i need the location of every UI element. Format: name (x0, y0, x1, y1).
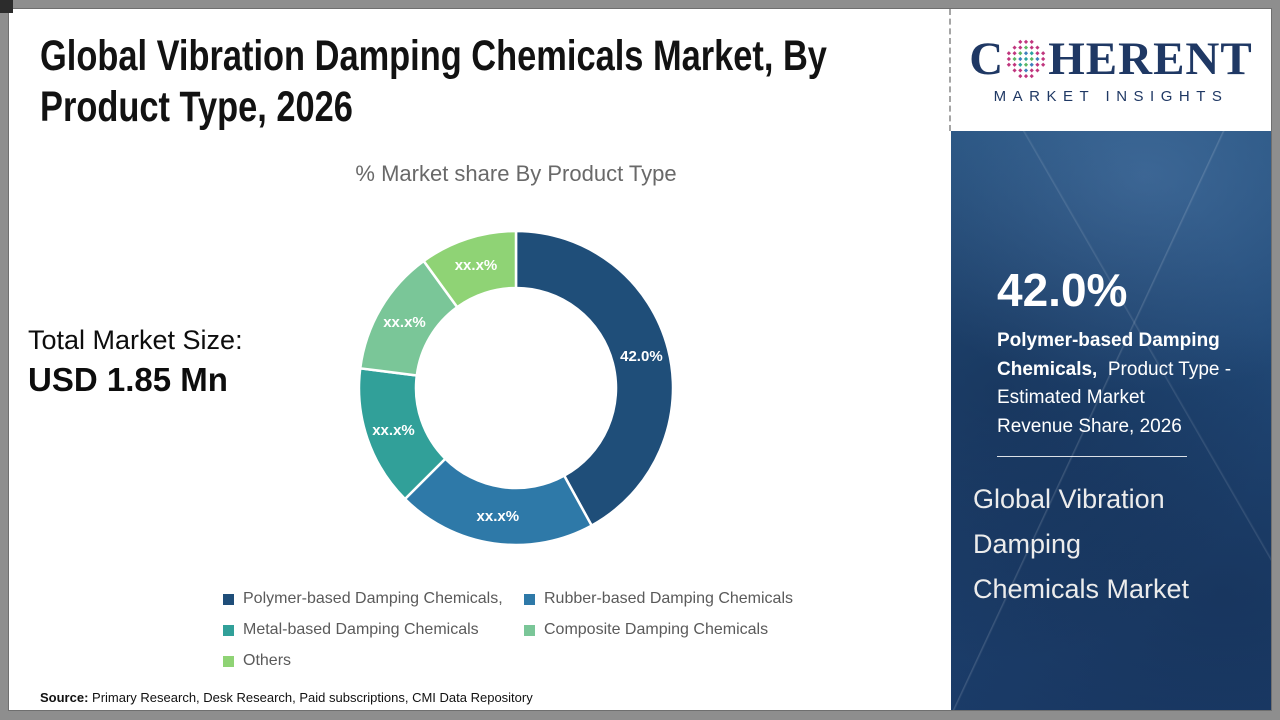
sidebar-divider (997, 456, 1187, 457)
legend-swatch (223, 624, 234, 636)
source-line: Source: Primary Research, Desk Research,… (40, 690, 533, 705)
highlight-sidebar: 42.0% Polymer-based Damping Chemicals, P… (951, 131, 1271, 710)
globe-dot (1018, 68, 1023, 73)
globe-dot (1018, 45, 1023, 50)
brand-letter-c: C (969, 32, 1005, 85)
globe-dot (1024, 68, 1029, 73)
globe-dot (1024, 56, 1029, 62)
globe-dot (1035, 68, 1040, 73)
globe-dot (1024, 39, 1029, 44)
globe-dot (1029, 62, 1035, 67)
globe-dot (1012, 45, 1017, 50)
globe-dot (1035, 51, 1040, 56)
globe-dot (1018, 39, 1023, 44)
brand-tagline: MARKET INSIGHTS (993, 87, 1229, 105)
donut-slice-4 (421, 229, 518, 309)
frame-corner (0, 0, 13, 13)
legend-label: Rubber-based Damping Chemicals (544, 590, 794, 607)
legend-label: Others (243, 652, 292, 669)
globe-dot (1012, 62, 1017, 67)
market-name: Global Vibration Damping Chemicals Marke… (973, 484, 1190, 604)
source-label: Source: (40, 690, 89, 705)
legend-label: Polymer-based Damping Chemicals, (243, 590, 503, 607)
chart-title: % Market share By Product Type (355, 161, 677, 186)
globe-dot (1029, 56, 1035, 62)
legend-label: Metal-based Damping Chemicals (243, 621, 479, 638)
globe-dot (1012, 68, 1017, 73)
globe-dot (1041, 62, 1046, 67)
globe-dot (1018, 74, 1023, 79)
donut-slice-0 (514, 229, 675, 528)
donut-slice-label: xx.x% (383, 314, 426, 331)
globe-dot (1024, 62, 1029, 67)
logo-panel: C HERENT MARKET INSIGHTS (949, 9, 1271, 131)
source-text: Primary Research, Desk Research, Paid su… (88, 690, 533, 705)
globe-dot (1006, 51, 1012, 56)
legend-label: Composite Damping Chemicals (544, 621, 769, 638)
total-market-size: Total Market Size: USD 1.85 Mn (28, 321, 243, 401)
globe-dot (1012, 51, 1017, 56)
globe-dot (1035, 56, 1040, 62)
globe-dot (1041, 51, 1046, 56)
globe-dot (1024, 51, 1029, 56)
legend-swatch (524, 624, 535, 636)
globe-dot (1018, 56, 1023, 62)
legend-item: Rubber-based Damping Chemicals (524, 590, 843, 608)
globe-dot (1035, 45, 1040, 50)
slide: Global Vibration Damping Chemicals Marke… (8, 8, 1272, 711)
globe-dot (1006, 56, 1012, 62)
globe-dot (1018, 62, 1023, 67)
globe-dot (1024, 45, 1029, 50)
stat-value: 42.0% (997, 264, 1128, 316)
legend-swatch (524, 593, 535, 605)
total-market-size-label: Total Market Size: (28, 325, 243, 355)
total-market-size-value: USD 1.85 Mn (28, 361, 228, 398)
globe-dot (1029, 51, 1035, 56)
brand-letters-rest: HERENT (1048, 32, 1253, 85)
chart-legend: Polymer-based Damping Chemicals, Rubber-b… (223, 590, 843, 670)
legend-swatch (223, 593, 234, 605)
legend-item: Polymer-based Damping Chemicals, (223, 590, 524, 608)
globe-dot (1041, 56, 1046, 62)
legend-swatch (223, 655, 234, 667)
legend-item: Composite Damping Chemicals (524, 621, 843, 639)
page-title: Global Vibration Damping Chemicals Marke… (40, 32, 827, 131)
stat-description-rest: Product Type - Estimated Market Revenue … (997, 358, 1232, 437)
donut-slice-label: xx.x% (477, 508, 520, 525)
legend-item: Others (223, 652, 524, 670)
globe-dot (1029, 74, 1035, 79)
stat-description-bold: Polymer-based Damping Chemicals, (997, 330, 1220, 380)
globe-dots-icon (1006, 39, 1046, 79)
globe-dot (1024, 74, 1029, 79)
globe-dot (1029, 68, 1035, 73)
globe-dot (1029, 45, 1035, 50)
globe-dot (1029, 39, 1035, 44)
donut-slice-label: xx.x% (455, 257, 498, 274)
stat-description: Polymer-based Damping Chemicals, Product… (997, 327, 1279, 441)
legend-item: Metal-based Damping Chemicals (223, 621, 524, 639)
donut-slice-label: 42.0% (620, 348, 663, 365)
globe-dot (1012, 56, 1017, 62)
donut-chart: 42.0% xx.x% xx.x% xx.x% xx.x% (357, 229, 675, 547)
globe-dot (1035, 62, 1040, 67)
brand-wordmark: C HERENT (969, 32, 1253, 85)
donut-slice-label: xx.x% (372, 422, 415, 439)
globe-dot (1006, 62, 1012, 67)
globe-dot (1018, 51, 1023, 56)
